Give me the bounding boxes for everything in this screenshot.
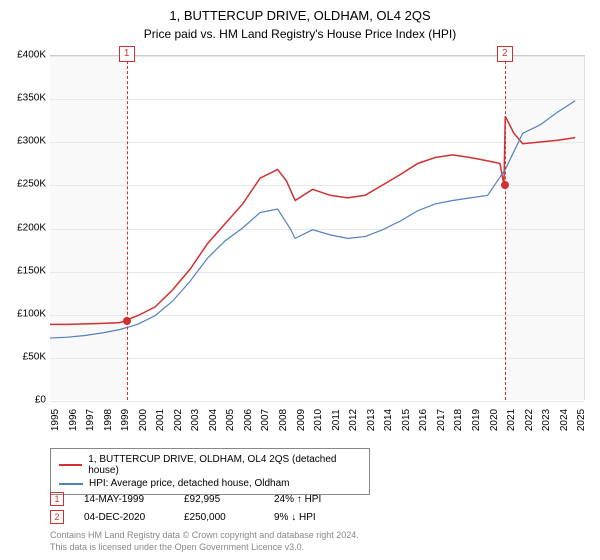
x-tick-label: 2025 xyxy=(576,409,587,431)
page-subtitle: Price paid vs. HM Land Registry's House … xyxy=(0,23,600,41)
x-tick-label: 2015 xyxy=(401,409,412,431)
x-tick-label: 2014 xyxy=(383,409,394,431)
sale-marker-dot xyxy=(123,317,131,325)
x-tick-label: 2012 xyxy=(348,409,359,431)
sale-date: 04-DEC-2020 xyxy=(84,512,164,523)
x-tick-label: 2021 xyxy=(506,409,517,431)
y-tick-label: £350K xyxy=(17,93,46,104)
sale-row-badge: 1 xyxy=(50,492,64,506)
series-hpi xyxy=(50,101,575,338)
x-tick-label: 2001 xyxy=(155,409,166,431)
x-tick-label: 2022 xyxy=(524,409,535,431)
x-tick-label: 2019 xyxy=(471,409,482,431)
page-title: 1, BUTTERCUP DRIVE, OLDHAM, OL4 2QS xyxy=(0,0,600,23)
x-tick-label: 2016 xyxy=(418,409,429,431)
footer-line-2: This data is licensed under the Open Gov… xyxy=(50,542,359,554)
x-tick-label: 2011 xyxy=(331,409,342,431)
x-tick-label: 1995 xyxy=(50,409,61,431)
y-tick-label: £200K xyxy=(17,222,46,233)
footer-line-1: Contains HM Land Registry data © Crown c… xyxy=(50,530,359,542)
sale-row: 1 14-MAY-1999 £92,995 24% ↑ HPI xyxy=(50,490,344,508)
sale-hpi-diff: 9% ↓ HPI xyxy=(274,512,344,523)
series-price_paid xyxy=(50,116,575,324)
sale-row: 2 04-DEC-2020 £250,000 9% ↓ HPI xyxy=(50,508,344,526)
attribution-footer: Contains HM Land Registry data © Crown c… xyxy=(50,530,359,553)
legend-swatch xyxy=(59,464,82,466)
x-tick-label: 2006 xyxy=(243,409,254,431)
x-tick-label: 2010 xyxy=(313,409,324,431)
x-axis: 1995 1996 1997 1998 1999 2000 2001 2002 2003 2004… xyxy=(50,400,585,445)
sale-marker-line xyxy=(127,56,128,400)
sales-list: 1 14-MAY-1999 £92,995 24% ↑ HPI 2 04-DEC-2020… xyxy=(50,490,344,526)
x-tick-label: 2013 xyxy=(366,409,377,431)
sale-price: £92,995 xyxy=(184,494,254,505)
y-tick-label: £150K xyxy=(17,265,46,276)
x-tick-label: 2018 xyxy=(453,409,464,431)
x-tick-label: 1998 xyxy=(103,409,114,431)
y-tick-label: £250K xyxy=(17,179,46,190)
legend-swatch xyxy=(59,483,83,485)
x-tick-label: 2003 xyxy=(190,409,201,431)
legend-item: HPI: Average price, detached house, Oldh… xyxy=(59,477,361,490)
x-tick-label: 2005 xyxy=(225,409,236,431)
sale-marker-dot xyxy=(501,181,509,189)
x-tick-label: 1997 xyxy=(85,409,96,431)
x-tick-label: 2002 xyxy=(173,409,184,431)
y-tick-label: £0 xyxy=(35,395,46,406)
x-tick-label: 2023 xyxy=(541,409,552,431)
x-tick-label: 2009 xyxy=(296,409,307,431)
chart-plot-area: 12 xyxy=(50,55,585,400)
sale-price: £250,000 xyxy=(184,512,254,523)
x-tick-label: 2000 xyxy=(138,409,149,431)
y-tick-label: £300K xyxy=(17,136,46,147)
x-tick-label: 2020 xyxy=(489,409,500,431)
sale-marker-badge: 2 xyxy=(497,46,513,62)
sale-date: 14-MAY-1999 xyxy=(84,494,164,505)
x-tick-label: 2004 xyxy=(208,409,219,431)
x-tick-label: 1996 xyxy=(68,409,79,431)
x-tick-label: 2017 xyxy=(436,409,447,431)
x-tick-label: 1999 xyxy=(120,409,131,431)
legend-label: HPI: Average price, detached house, Oldh… xyxy=(89,478,290,489)
sale-marker-badge: 1 xyxy=(119,46,135,62)
sale-hpi-diff: 24% ↑ HPI xyxy=(274,494,344,505)
x-tick-label: 2024 xyxy=(559,409,570,431)
sale-marker-line xyxy=(505,56,506,400)
sale-row-badge: 2 xyxy=(50,510,64,524)
legend-item: 1, BUTTERCUP DRIVE, OLDHAM, OL4 2QS (det… xyxy=(59,453,361,477)
legend-label: 1, BUTTERCUP DRIVE, OLDHAM, OL4 2QS (det… xyxy=(88,454,361,476)
x-tick-label: 2007 xyxy=(260,409,271,431)
y-tick-label: £400K xyxy=(17,50,46,61)
legend: 1, BUTTERCUP DRIVE, OLDHAM, OL4 2QS (det… xyxy=(50,448,370,495)
y-tick-label: £100K xyxy=(17,308,46,319)
y-tick-label: £50K xyxy=(23,351,46,362)
x-tick-label: 2008 xyxy=(278,409,289,431)
y-axis: £0£50K£100K£150K£200K£250K£300K£350K£400… xyxy=(0,55,50,400)
